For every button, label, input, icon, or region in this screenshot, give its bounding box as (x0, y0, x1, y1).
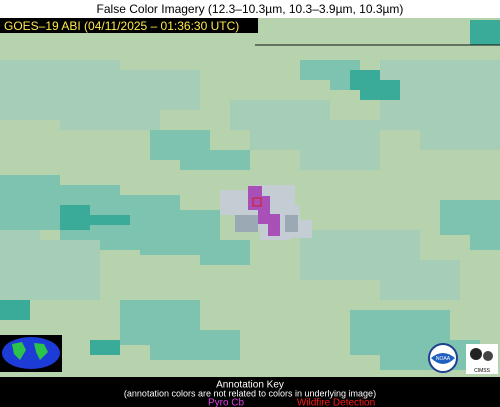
title: False Color Imagery (12.3–10.3µm, 10.3–3… (97, 2, 404, 16)
imagery (0, 18, 500, 378)
cimss-logo: CIMSS (466, 344, 498, 374)
annotation-key-title: Annotation Key (216, 380, 284, 391)
timestamp-box (0, 18, 258, 33)
annotation-key-bar (0, 377, 500, 407)
globe-logo (0, 335, 62, 372)
noaa-label: NOAA (436, 356, 451, 362)
key-wildfire: Wildfire Detection (297, 398, 375, 407)
cimss-label: CIMSS (474, 368, 491, 374)
annotation-key-note: (annotation colors are not related to co… (124, 388, 376, 398)
key-pyro-cb: Pyro Cb (208, 398, 245, 407)
timestamp: GOES–19 ABI (04/11/2025 – 01:36:30 UTC) (4, 19, 239, 33)
noaa-logo: NOAA (428, 343, 458, 373)
title-bar (0, 0, 500, 18)
